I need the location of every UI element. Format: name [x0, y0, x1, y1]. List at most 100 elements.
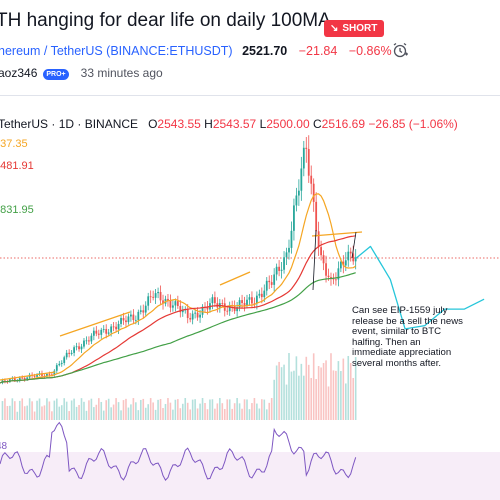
header-divider — [0, 95, 500, 96]
volume-bar — [154, 409, 157, 420]
volume-bar — [181, 403, 184, 420]
volume-bar — [189, 409, 191, 420]
candle-body — [46, 373, 48, 377]
volume-bar — [186, 402, 189, 420]
volume-bar — [28, 398, 31, 420]
volume-bar — [204, 403, 206, 420]
volume-bar — [107, 398, 110, 420]
volume-bar — [53, 400, 56, 420]
volume-bar — [327, 386, 330, 420]
volume-bar — [85, 410, 88, 420]
volume-bar — [93, 407, 95, 420]
candle-body — [92, 330, 95, 336]
candle-body — [305, 147, 308, 149]
candle-body — [95, 330, 98, 334]
candle-body — [122, 317, 125, 321]
volume-bar — [201, 398, 204, 420]
candle-body — [297, 190, 300, 196]
projection-layer — [355, 245, 485, 330]
volume-bar — [122, 400, 125, 420]
volume-bar — [9, 405, 11, 420]
volume-bar — [73, 398, 75, 420]
candle-body — [288, 247, 290, 253]
candle-body — [327, 275, 330, 278]
candle-body — [265, 280, 268, 291]
candle-body — [255, 295, 258, 304]
candle-body — [172, 305, 174, 308]
volume-bar — [275, 365, 278, 420]
candle-body — [115, 326, 117, 330]
candle-body — [125, 320, 127, 323]
candles-layer — [1, 135, 357, 385]
volume-bar — [115, 398, 117, 420]
volume-bar — [36, 400, 38, 420]
symbol-link[interactable]: hereum / TetherUS — [0, 44, 103, 58]
candle-body — [176, 301, 179, 307]
volume-bar — [317, 366, 320, 420]
legend-open-label: O — [148, 117, 158, 131]
candle-body — [196, 312, 199, 318]
volume-bar — [169, 402, 172, 420]
volume-bar — [335, 370, 337, 420]
volume-bar — [300, 363, 303, 420]
candle-body — [181, 309, 184, 313]
candle-body — [270, 282, 273, 285]
volume-bar — [98, 398, 100, 420]
candle-body — [354, 257, 357, 262]
candle-body — [307, 148, 310, 176]
volume-bar — [41, 406, 43, 420]
volume-bar — [322, 363, 325, 420]
author-name[interactable]: aoz346 — [0, 66, 38, 80]
candle-body — [144, 305, 147, 313]
candle-body — [130, 314, 132, 317]
candle-body — [243, 302, 246, 306]
volume-bar — [31, 401, 33, 420]
indicator-band — [0, 452, 500, 500]
candle-body — [290, 230, 293, 248]
candle-body — [315, 201, 318, 232]
alarm-clock-plus-icon[interactable] — [392, 42, 408, 58]
volume-bar — [147, 404, 149, 420]
candle-body — [344, 260, 347, 266]
candle-body — [211, 297, 214, 304]
candle-body — [149, 296, 152, 298]
volume-bar — [184, 398, 187, 420]
volume-bar — [60, 405, 63, 420]
candle-body — [275, 266, 278, 275]
candle-body — [194, 312, 197, 314]
volume-bar — [38, 398, 41, 420]
exchange-link[interactable]: (BINANCE:ETHUSDT) — [106, 44, 233, 58]
volume-bar — [14, 401, 16, 420]
last-price: 2521.70 — [242, 44, 288, 58]
volume-bar — [88, 400, 90, 420]
candle-body — [201, 306, 204, 315]
candle-body — [13, 378, 16, 381]
volume-bar — [285, 384, 288, 420]
volume-bar — [18, 400, 21, 420]
candle-body — [278, 266, 281, 271]
volume-bar — [144, 407, 147, 420]
candle-body — [258, 293, 261, 296]
volume-bar — [1, 401, 4, 420]
candle-body — [65, 352, 68, 358]
candle-body — [134, 319, 137, 321]
candle-body — [33, 375, 36, 377]
candle-body — [335, 279, 337, 281]
range-box-edge — [312, 229, 357, 291]
volume-bar — [75, 406, 78, 420]
candle-body — [120, 317, 122, 324]
legend-symbol: TetherUS — [0, 117, 49, 131]
candle-body — [347, 251, 350, 261]
volume-bar — [199, 403, 201, 420]
volume-bar — [6, 406, 9, 420]
candle-body — [352, 253, 355, 262]
candle-body — [154, 293, 157, 298]
volume-bar — [256, 403, 258, 420]
candle-body — [85, 340, 88, 342]
candle-body — [228, 305, 231, 312]
candle-body — [157, 291, 159, 294]
candle-body — [139, 310, 142, 312]
author-row: aoz346 PRO+ 33 minutes ago — [0, 66, 163, 80]
volume-bar — [125, 398, 127, 420]
